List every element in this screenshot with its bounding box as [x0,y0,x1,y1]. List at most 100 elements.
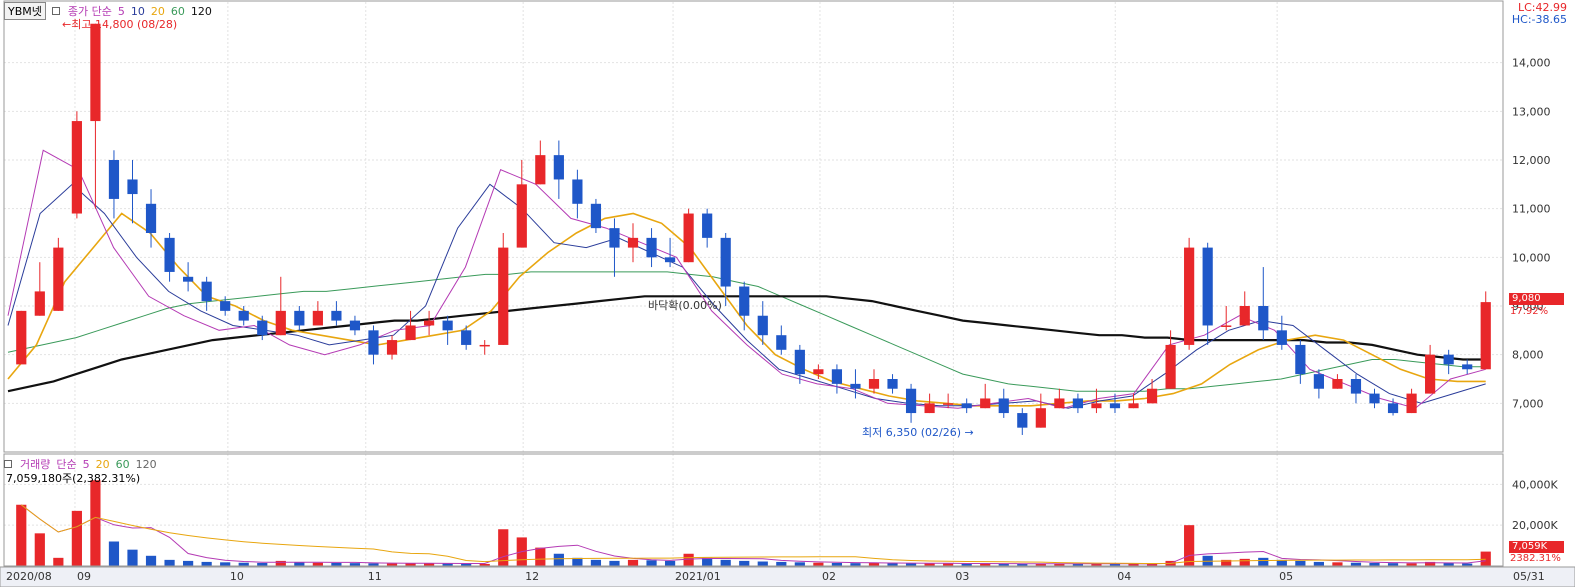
x-tick-label: 2021/01 [675,570,721,583]
volume-bars [16,480,1491,566]
candle-body [776,335,787,350]
candle-body [1332,379,1343,389]
ma10-line [7,183,1486,409]
volume-bar [1425,561,1436,566]
lc-hc-readout: LC:42.99 HC:-38.65 [1512,2,1567,26]
candlesticks [16,23,1491,435]
volume-bar [794,562,805,566]
volume-bar [627,559,639,566]
volume-pct-badge: 2382.31% [1510,553,1561,564]
volume-bar [479,563,490,566]
candle-body [905,388,917,414]
volume-toggle-icon[interactable] [4,460,12,468]
x-tick-label: 12 [525,570,539,583]
volume-bar [201,561,212,566]
candle-body [461,330,472,345]
volume-bar [90,480,101,566]
candle-body [646,237,657,258]
volume-bar [34,533,45,566]
volume-bar [1462,563,1473,566]
candle-body [1239,306,1250,326]
volume-y-tick-label: 20,000K [1512,519,1558,532]
candle-body [1480,302,1491,370]
volume-bar [461,563,472,566]
ma-toggle-icon[interactable] [51,7,60,15]
volume-bar [145,555,157,566]
vol-ma-5: 5 [82,457,90,471]
candle-body [943,403,954,405]
volume-bar [553,553,564,566]
volume-bar [294,562,305,566]
volume-bar [702,557,713,566]
volume-bar [776,561,787,566]
candle-body [1276,330,1287,345]
volume-bar [423,563,435,566]
candle-body [1350,379,1362,394]
candle-body [1184,247,1195,345]
volume-bar [850,563,861,566]
candle-body [34,291,45,316]
ma-period-10: 10 [130,4,145,18]
volume-bar [813,562,824,566]
volume-bar [868,562,880,566]
volume-bar [1258,557,1269,566]
volume-bar [943,563,954,566]
candle-body [1221,325,1232,327]
y-tick-label: 11,000 [1512,203,1551,216]
candle-body [535,155,546,185]
symbol-label[interactable]: YBM넷 [4,2,46,20]
volume-bar [720,559,731,566]
volume-bar [1313,561,1324,566]
candle-body [53,247,64,311]
candle-body [1128,403,1139,409]
x-tick-label: 05 [1279,570,1293,583]
volume-bar [664,560,676,566]
candle-body [220,301,231,311]
candle-body [757,315,768,336]
candle-body [1146,388,1158,404]
candle-body [71,121,82,214]
ma20-line [7,212,1486,407]
candle-body [183,276,194,282]
candle-body [275,310,286,336]
candle-body [16,310,27,365]
candle-body [349,320,361,331]
low-annotation-text: 최저 6,350 (02/26) [862,426,962,439]
lc-value: LC:42.99 [1517,1,1567,14]
low-arrow-icon: → [964,426,974,439]
volume-bar [1350,562,1362,566]
volume-bar [1128,563,1139,566]
vol-ma-120: 120 [135,457,157,471]
volume-bar [1406,563,1417,566]
x-tick-label: 05/31 [1513,570,1545,583]
ma60-line [7,271,1486,392]
volume-bar [1387,563,1399,566]
volume-bar [164,559,175,566]
volume-ma20-line [20,504,1486,565]
candle-body [664,257,676,263]
volume-bar [1017,563,1028,566]
ma-period-20: 20 [150,4,165,18]
volume-bar [757,561,768,566]
ma5-line [7,149,1486,409]
candle-body [127,179,138,195]
volume-bar [961,563,972,566]
volume-bar [405,563,416,566]
candle-body [108,160,120,199]
candle-body [1387,403,1399,414]
x-tick-label: 03 [955,570,969,583]
candle-body [312,310,323,326]
volume-bar [331,562,342,566]
y-tick-label: 10,000 [1512,251,1551,264]
y-tick-label: 7,000 [1512,397,1544,410]
volume-bar [368,563,379,566]
candle-body [145,203,157,233]
candle-body [442,320,453,331]
candle-body [331,310,342,321]
candle-body [423,320,435,326]
candle-body [702,213,713,238]
volume-bar [887,563,898,566]
volume-bar [1276,559,1287,566]
candle-body [90,23,101,122]
volume-bar [349,563,361,566]
